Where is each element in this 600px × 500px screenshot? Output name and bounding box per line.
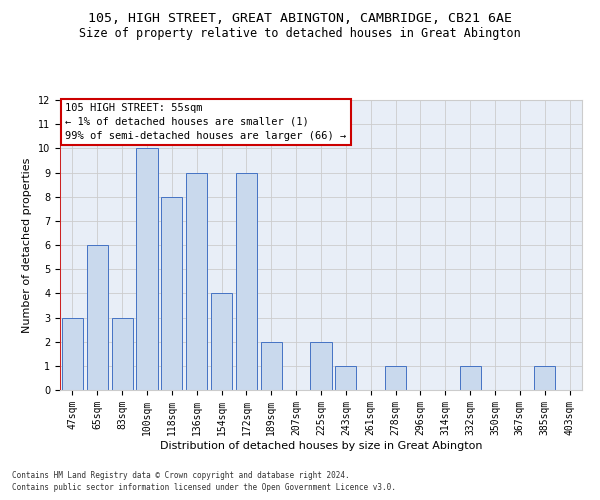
Text: Contains public sector information licensed under the Open Government Licence v3: Contains public sector information licen… bbox=[12, 484, 396, 492]
Bar bbox=[87, 245, 108, 390]
Bar bbox=[186, 172, 207, 390]
Text: Contains HM Land Registry data © Crown copyright and database right 2024.: Contains HM Land Registry data © Crown c… bbox=[12, 471, 350, 480]
Bar bbox=[236, 172, 257, 390]
Bar bbox=[62, 318, 83, 390]
Bar bbox=[335, 366, 356, 390]
Bar bbox=[534, 366, 555, 390]
Bar bbox=[460, 366, 481, 390]
Bar bbox=[261, 342, 282, 390]
Bar bbox=[112, 318, 133, 390]
Bar bbox=[161, 196, 182, 390]
Text: 105, HIGH STREET, GREAT ABINGTON, CAMBRIDGE, CB21 6AE: 105, HIGH STREET, GREAT ABINGTON, CAMBRI… bbox=[88, 12, 512, 26]
Y-axis label: Number of detached properties: Number of detached properties bbox=[22, 158, 32, 332]
Bar bbox=[136, 148, 158, 390]
X-axis label: Distribution of detached houses by size in Great Abington: Distribution of detached houses by size … bbox=[160, 440, 482, 450]
Text: 105 HIGH STREET: 55sqm
← 1% of detached houses are smaller (1)
99% of semi-detac: 105 HIGH STREET: 55sqm ← 1% of detached … bbox=[65, 103, 346, 141]
Bar bbox=[385, 366, 406, 390]
Text: Size of property relative to detached houses in Great Abington: Size of property relative to detached ho… bbox=[79, 28, 521, 40]
Bar bbox=[310, 342, 332, 390]
Bar bbox=[211, 294, 232, 390]
